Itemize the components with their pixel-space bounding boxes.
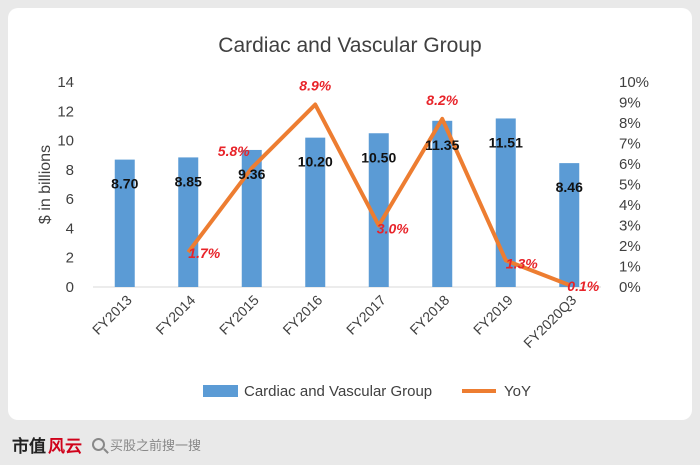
bar-data-label: 10.50 <box>361 149 396 165</box>
legend-line-label: YoY <box>504 383 531 400</box>
bar <box>559 163 580 287</box>
bar <box>305 137 326 287</box>
y2-tick-label: 3% <box>619 218 641 235</box>
x-tick-label: FY2018 <box>406 292 452 338</box>
y-tick-label: 10 <box>57 133 74 150</box>
x-tick-label: FY2013 <box>89 292 135 338</box>
y-tick-label: 14 <box>57 74 74 91</box>
x-tick-label: FY2016 <box>279 292 325 338</box>
chart-title: Cardiac and Vascular Group <box>218 34 481 57</box>
bar <box>368 133 389 287</box>
brand-text: 市值 <box>12 437 46 457</box>
bar <box>178 157 199 287</box>
x-tick-label: FY2015 <box>216 292 262 338</box>
bar-data-label: 8.70 <box>111 176 138 192</box>
y2-tick-label: 5% <box>619 177 641 194</box>
search-box[interactable]: 买股之前搜一搜 <box>92 433 201 455</box>
yoy-data-label: 0.1% <box>567 278 599 294</box>
y-tick-label: 12 <box>57 103 74 120</box>
legend-bar-swatch <box>203 385 238 397</box>
y2-tick-label: 9% <box>619 95 641 112</box>
y-tick-label: 8 <box>66 162 74 179</box>
y-tick-label: 0 <box>66 279 74 296</box>
y2-tick-label: 7% <box>619 136 641 153</box>
x-tick-label: FY2019 <box>470 292 516 338</box>
yoy-data-label: 1.3% <box>506 255 538 271</box>
yoy-data-label: 1.7% <box>188 245 220 261</box>
legend-bar-label: Cardiac and Vascular Group <box>244 383 432 400</box>
y2-tick-label: 6% <box>619 156 641 173</box>
y2-tick-label: 2% <box>619 238 641 255</box>
bar <box>432 120 453 287</box>
bar-data-label: 8.46 <box>556 179 583 195</box>
yoy-line <box>186 102 570 287</box>
yoy-data-label: 5.8% <box>218 143 250 159</box>
y2-tick-label: 1% <box>619 259 641 276</box>
yoy-data-label: 8.2% <box>426 92 458 108</box>
footer-bar: 市值 风云 买股之前搜一搜 <box>0 424 700 465</box>
yoy-data-label: 8.9% <box>299 78 331 94</box>
chart-card: Cardiac and Vascular Group 0 2 4 6 8 10 12 14 0% 1… <box>8 8 692 420</box>
y-tick-label: 6 <box>66 191 74 208</box>
bar <box>241 149 262 287</box>
y2-tick-label: 10% <box>619 74 649 91</box>
bar-data-label: 10.20 <box>298 154 333 170</box>
y-tick-label: 4 <box>66 220 74 237</box>
y2-tick-label: 4% <box>619 197 641 214</box>
brand-mark: 风云 <box>48 437 82 457</box>
x-tick-label: FY2017 <box>343 292 389 338</box>
y-tick-label: 2 <box>66 250 74 267</box>
bar <box>114 159 135 287</box>
bar-data-label: 11.35 <box>425 137 459 153</box>
y2-tick-label: 8% <box>619 115 641 132</box>
x-tick-label: FY2014 <box>152 292 198 338</box>
bar-data-label: 9.36 <box>238 166 265 182</box>
x-tick-label: FY2020Q3 <box>520 292 579 351</box>
chart: Cardiac and Vascular Group 0 2 4 6 8 10 12 14 0% 1… <box>37 34 649 400</box>
brand-logo[interactable]: 市值 风云 <box>12 432 82 457</box>
yoy-data-label: 3.0% <box>377 221 409 237</box>
bar-data-label: 11.51 <box>489 134 523 150</box>
y2-tick-label: 0% <box>619 279 641 296</box>
search-placeholder: 买股之前搜一搜 <box>110 438 202 454</box>
y-axis-label: $ in billions <box>37 145 54 224</box>
bar-data-label: 8.85 <box>175 173 202 189</box>
search-icon <box>92 437 105 451</box>
